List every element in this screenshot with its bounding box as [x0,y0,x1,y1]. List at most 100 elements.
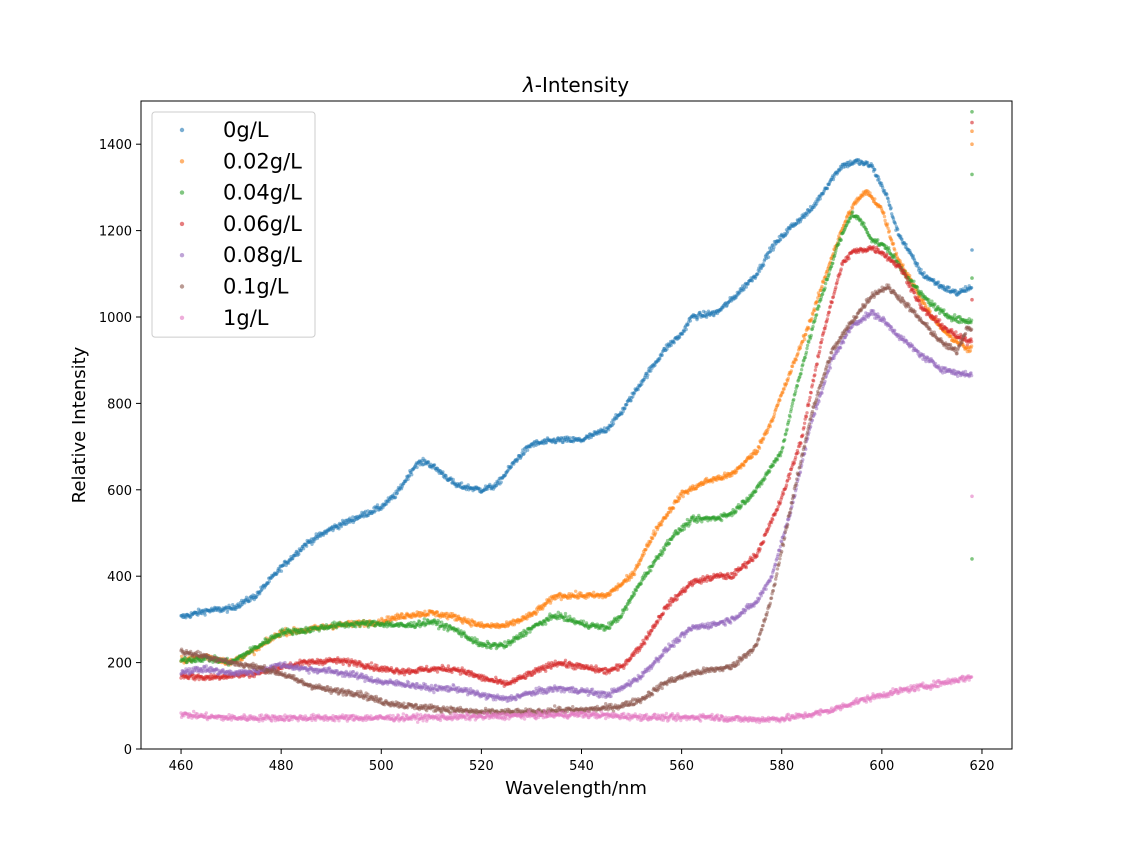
data-point [947,285,951,290]
data-point [478,487,482,491]
data-point [744,565,748,570]
data-point [409,470,413,474]
data-point [825,186,830,191]
data-point [970,557,974,561]
data-point [672,341,676,345]
data-point [762,436,766,440]
data-point [423,609,427,613]
data-point [660,353,664,357]
data-point [525,448,530,452]
data-point [473,620,477,624]
data-point [793,389,798,394]
data-point [922,271,926,275]
data-point [823,281,828,286]
data-point [788,472,792,476]
data-point [781,445,785,449]
data-point [658,357,662,361]
data-point [790,401,795,406]
data-point [688,319,693,323]
data-point [809,333,813,338]
data-point [912,279,916,283]
data-point [763,477,767,481]
data-point [885,222,890,226]
data-point [805,343,810,348]
data-point [757,446,762,450]
data-point [847,220,851,224]
data-point [682,527,687,531]
data-point [734,509,738,513]
data-point [782,387,786,391]
data-point [970,248,974,252]
data-point [757,269,762,274]
data-point [887,200,891,204]
data-point [525,631,529,635]
data-point [970,172,974,177]
data-point [649,569,653,573]
data-point [772,412,777,416]
data-point [632,572,637,577]
data-point [795,384,800,388]
data-point [751,558,755,563]
data-point [339,524,344,529]
data-point [369,661,374,665]
data-point [882,188,887,193]
data-point [915,262,920,266]
data-point [734,572,738,577]
data-point [783,438,787,442]
data-point [814,313,819,317]
data-point [820,284,824,289]
data-point [297,552,301,556]
data-point [426,460,431,464]
data-point [646,373,650,377]
data-point [796,451,800,455]
data-point [688,522,692,526]
data-point [677,496,682,501]
data-point [953,313,957,317]
data-point [873,167,877,172]
data-point [768,424,772,429]
data-point [563,658,568,662]
data-point [970,129,974,133]
data-point [279,569,284,573]
data-point [893,248,897,252]
data-point [811,312,815,317]
data-point [509,464,514,469]
data-point [790,364,795,369]
data-point [896,227,900,232]
data-point [889,206,893,210]
data-point [804,350,809,354]
data-point [304,544,309,548]
data-point [684,327,688,332]
data-point [750,279,754,283]
data-point [282,563,286,567]
data-point [911,254,915,258]
data-point [744,285,748,289]
data-point [516,456,520,461]
data-point [837,242,841,246]
data-point [904,242,908,247]
data-point [970,276,974,280]
data-point [390,621,394,625]
data-point [778,237,783,242]
data-point [739,466,743,470]
data-point [203,613,207,617]
data-point [810,317,814,321]
data-point [563,611,568,616]
data-point [650,536,655,541]
data-point [375,503,380,507]
data-point [451,477,455,482]
data-point [634,588,639,593]
series-0g/L-points [179,157,974,620]
data-point [528,630,532,634]
data-point [720,518,724,523]
data-point [876,238,880,242]
data-point [653,363,657,367]
data-point [850,206,855,210]
data-point [184,616,188,620]
data-point [885,192,889,197]
data-point [441,470,445,474]
data-point [865,160,870,165]
data-point [675,597,679,601]
data-point [541,622,545,627]
data-point [756,449,760,454]
